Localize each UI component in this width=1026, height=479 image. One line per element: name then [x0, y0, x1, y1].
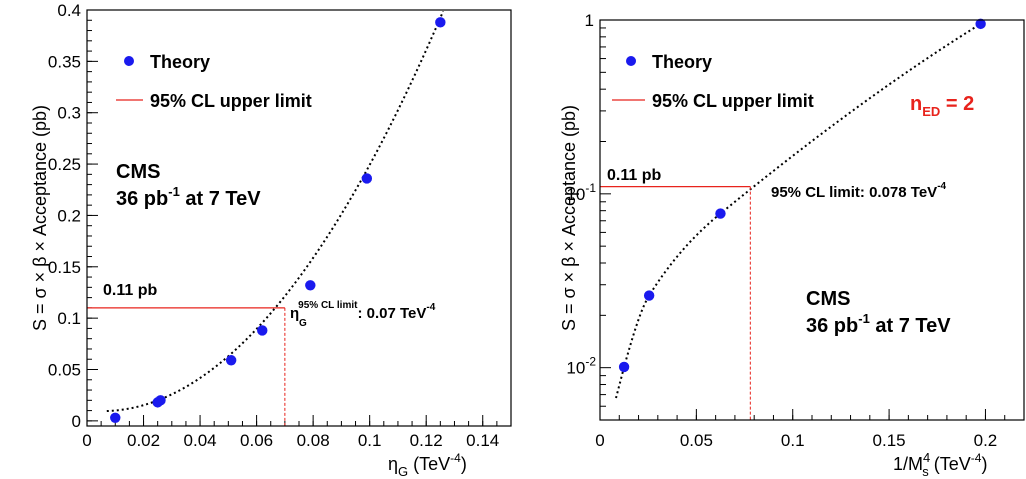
right-ned-label: nED = 2: [910, 93, 974, 119]
right-y-tick-label: 10-1: [566, 181, 596, 204]
left-x-tick-label: 0.02: [127, 431, 160, 450]
left-y-tick-label: 0.2: [57, 206, 81, 225]
right-theory-curve: [615, 20, 985, 399]
right-theory-point: [975, 18, 986, 30]
left-theory-point: [435, 17, 446, 28]
right-x-tick-label: 0: [595, 431, 604, 450]
right-cms-label: CMS: [806, 288, 850, 310]
right-x-axis-label: 1/M4 s (TeV-4): [893, 450, 987, 479]
left-x-axis-label: ηG (TeV-4): [388, 451, 467, 479]
right-y-tick-label: 1: [585, 11, 594, 30]
left-x-tick-label: 0.04: [184, 431, 217, 450]
left-frame: [86, 9, 512, 427]
left-x-tick-label: 0.06: [240, 431, 273, 450]
left-legend-theory-marker: [124, 56, 134, 66]
left-theory-point: [257, 325, 268, 336]
right-ticks: [599, 19, 1025, 421]
left-y-tick-label: 0.3: [57, 104, 81, 123]
left-x-tick-label: 0.08: [297, 431, 330, 450]
left-tick-labels: 0 0.02 0.04 0.06 0.08 0.1 0.12 0.14 0 0.05 0.1 0.15…: [48, 1, 499, 450]
right-y-axis-label: S = σ × β × Acceptance (pb): [559, 105, 579, 331]
right-x-tick-label: 0.05: [680, 431, 713, 450]
left-y-tick-label: 0.25: [48, 155, 81, 174]
right-x-tick-label: 0.15: [873, 431, 906, 450]
left-y-axis-label: S = σ × β × Acceptance (pb): [30, 105, 50, 331]
right-legend-theory-marker: [626, 56, 636, 66]
left-theory-point: [155, 395, 166, 406]
left-y-tick-label: 0.1: [57, 309, 81, 328]
left-theory-point: [225, 355, 237, 366]
right-limit-value-label: 0.11 pb: [607, 167, 661, 184]
left-limit-annotation-sub: G: [299, 318, 307, 329]
right-legend-theory: Theory: [652, 52, 712, 72]
left-limit-annotation: η95% CL limit: 0.07 TeV-4: [290, 300, 436, 322]
right-lumi-label: 36 pb-1 at 7 TeV: [806, 311, 951, 337]
right-panel: 0 0.05 0.1 0.15 0.2 10-2 10-1 1 Theory 95% CL u…: [559, 11, 1025, 479]
right-theory-points: [618, 18, 986, 373]
left-x-tick-label: 0.1: [358, 431, 382, 450]
right-theory-point: [715, 208, 726, 219]
right-limit-annotation: 95% CL limit: 0.078 TeV-4: [771, 181, 947, 201]
left-y-tick-label: 0.35: [48, 52, 81, 71]
left-legend-limit: 95% CL upper limit: [150, 91, 312, 111]
left-ticks: [86, 9, 512, 426]
right-x-tick-label: 0.2: [974, 431, 998, 450]
left-y-tick-label: 0: [72, 412, 81, 431]
left-x-tick-label: 0.12: [410, 431, 443, 450]
left-panel: 0 0.02 0.04 0.06 0.08 0.1 0.12 0.14 0 0.05 0.1 0.15…: [30, 1, 512, 479]
left-theory-point: [305, 280, 316, 291]
right-legend-limit: 95% CL upper limit: [652, 91, 814, 111]
left-theory-point: [110, 412, 121, 423]
left-cms-label: CMS: [116, 161, 160, 183]
right-tick-labels: 0 0.05 0.1 0.15 0.2 10-2 10-1 1: [566, 11, 997, 450]
left-y-tick-label: 0.4: [57, 1, 81, 20]
right-theory-point: [643, 290, 655, 301]
right-frame: [599, 19, 1025, 421]
left-limit-value-label: 0.11 pb: [103, 282, 157, 299]
left-theory-point: [361, 173, 373, 184]
left-legend-theory: Theory: [150, 52, 210, 72]
right-x-tick-label: 0.1: [781, 431, 805, 450]
left-lumi-label: 36 pb-1 at 7 TeV: [116, 184, 261, 210]
right-theory-point: [618, 361, 630, 373]
left-y-tick-label: 0.15: [48, 258, 81, 277]
left-x-tick-label: 0.14: [466, 431, 499, 450]
left-x-tick-label: 0: [82, 431, 91, 450]
left-y-tick-label: 0.05: [48, 361, 81, 380]
left-theory-points: [110, 17, 446, 423]
right-y-tick-label: 10-2: [566, 355, 596, 378]
